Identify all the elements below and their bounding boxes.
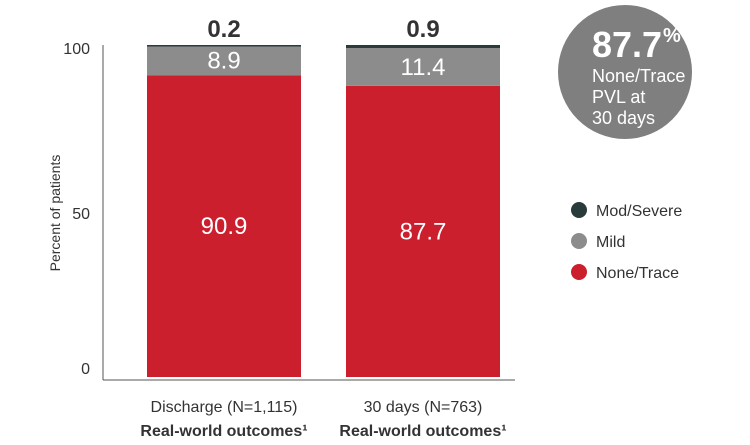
legend: Mod/Severe Mild None/Trace — [571, 202, 682, 282]
data-label-none-trace: 90.9 — [201, 213, 248, 240]
callout-line: None/Trace — [592, 66, 685, 86]
data-label-mild: 8.9 — [207, 47, 240, 74]
legend-label-mod-severe: Mod/Severe — [596, 203, 682, 220]
callout-line: 30 days — [592, 108, 655, 128]
y-tick-label: 0 — [81, 361, 90, 378]
callout-line: PVL at — [592, 87, 645, 107]
category-label: Discharge (N=1,115) — [151, 399, 298, 416]
bar-segment-none-trace — [346, 85, 500, 377]
data-label-mod-severe: 0.9 — [406, 16, 439, 43]
bar-segment-mild — [147, 45, 301, 76]
bar-segment-mild — [346, 47, 500, 86]
bar-segment-mod-severe — [147, 45, 301, 47]
y-axis-label: Percent of patients — [47, 155, 63, 272]
callout-circle — [558, 5, 692, 139]
category-sublabel: Real-world outcomes¹ — [140, 423, 307, 440]
bar-segment-none-trace — [147, 75, 301, 377]
data-label-mod-severe: 0.2 — [207, 16, 240, 43]
category-sublabel: Real-world outcomes¹ — [339, 423, 506, 440]
data-label-mild: 11.4 — [401, 54, 446, 81]
callout-badge: 87.7 % None/Trace PVL at 30 days — [558, 5, 692, 139]
legend-swatch-mod-severe — [571, 202, 587, 218]
callout-unit: % — [663, 25, 681, 47]
y-tick-label: 50 — [72, 206, 90, 223]
bars-group: 90.9 8.9 0.2 87.7 11.4 0.9 — [147, 16, 500, 377]
legend-swatch-none-trace — [571, 264, 587, 280]
data-label-none-trace: 87.7 — [400, 218, 447, 245]
y-tick-label: 100 — [63, 41, 90, 58]
legend-label-mild: Mild — [596, 234, 625, 251]
callout-value: 87.7 — [592, 24, 662, 65]
legend-label-none-trace: None/Trace — [596, 265, 679, 282]
bar-segment-mod-severe — [346, 45, 500, 48]
category-label: 30 days (N=763) — [364, 399, 483, 416]
legend-swatch-mild — [571, 233, 587, 249]
